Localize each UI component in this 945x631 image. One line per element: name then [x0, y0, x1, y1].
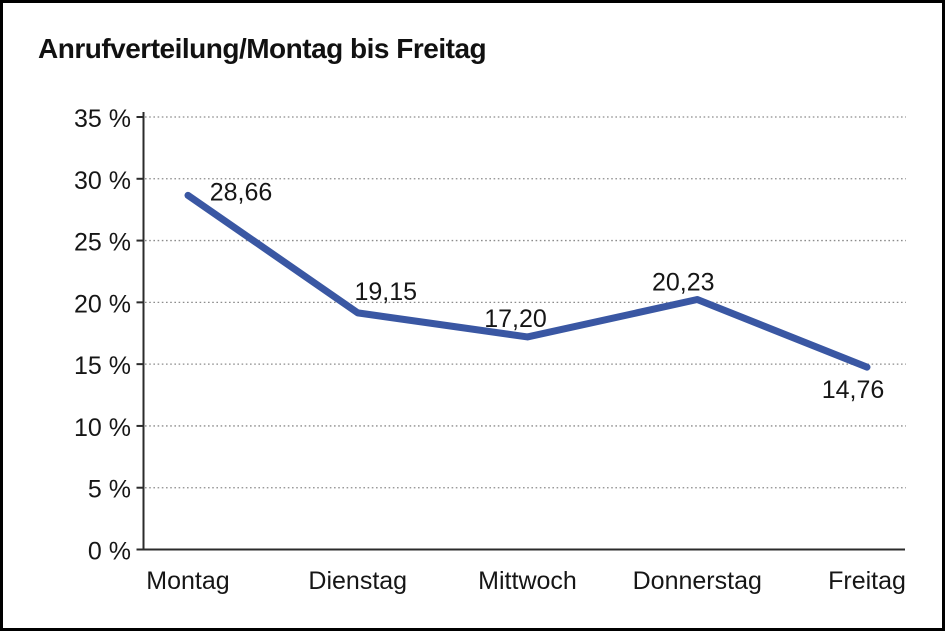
- chart-title: Anrufverteilung/Montag bis Freitag: [38, 33, 487, 64]
- y-tick-label: 0 %: [88, 538, 131, 566]
- data-point-label: 28,66: [210, 178, 273, 206]
- x-category-label: Mittwoch: [478, 567, 577, 595]
- x-category-label: Freitag: [828, 567, 906, 595]
- data-series-line: [184, 191, 871, 371]
- data-point-label: 19,15: [354, 278, 417, 306]
- x-category-label: Montag: [146, 567, 229, 595]
- y-tick-label: 35 %: [74, 105, 131, 133]
- x-category-label: Dienstag: [308, 567, 407, 595]
- y-tick-label: 30 %: [74, 167, 131, 195]
- data-point-label: 14,76: [822, 376, 885, 404]
- x-category-label: Donnerstag: [633, 567, 762, 595]
- y-tick-label: 5 %: [88, 476, 131, 504]
- data-point-label: 20,23: [652, 269, 715, 297]
- y-tick-label: 15 %: [74, 352, 131, 380]
- data-point-label: 17,20: [484, 305, 547, 333]
- y-tick-label: 25 %: [74, 229, 131, 257]
- y-tick-label: 20 %: [74, 290, 131, 318]
- y-tick-label: 10 %: [74, 414, 131, 442]
